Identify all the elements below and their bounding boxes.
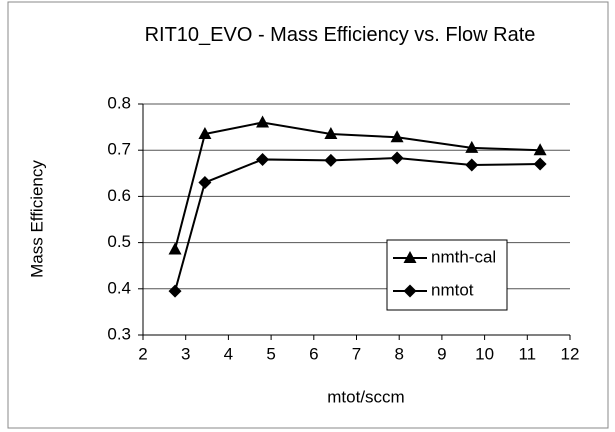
marker	[168, 242, 182, 255]
marker	[465, 158, 479, 172]
marker	[198, 176, 212, 190]
marker	[403, 284, 417, 298]
marker	[256, 152, 270, 166]
y-tick-label: 0.6	[107, 186, 131, 205]
frame	[7, 1, 609, 429]
marker	[533, 143, 547, 156]
x-tick-label: 10	[475, 344, 494, 363]
x-tick-label: 8	[394, 344, 403, 363]
marker	[198, 127, 212, 140]
legend-label: nmth-cal	[431, 247, 496, 266]
legend-label: nmtot	[431, 280, 474, 299]
x-tick-label: 12	[561, 344, 580, 363]
y-axis-label: Mass Efficiency	[27, 160, 46, 278]
y-tick-label: 0.8	[107, 93, 131, 112]
x-tick-label: 7	[352, 344, 361, 363]
legend-box	[386, 239, 508, 311]
y-tick-label: 0.5	[107, 232, 131, 251]
x-tick-label: 6	[309, 344, 318, 363]
x-tick-label: 4	[224, 344, 233, 363]
marker	[403, 251, 417, 263]
x-axis-label: mtot/sccm	[327, 387, 404, 406]
x-tick-label: 11	[518, 344, 536, 363]
marker	[256, 115, 270, 128]
y-tick-label: 0.7	[107, 140, 131, 159]
marker	[324, 127, 338, 140]
marker	[390, 130, 404, 143]
marker	[390, 151, 404, 165]
y-tick-label: 0.4	[107, 278, 131, 297]
x-tick-label: 3	[181, 344, 190, 363]
marker	[168, 284, 182, 298]
x-tick-label: 9	[437, 344, 446, 363]
x-tick-label: 2	[138, 344, 147, 363]
y-tick-label: 0.3	[107, 324, 131, 343]
marker	[533, 157, 547, 171]
chart-title: RIT10_EVO - Mass Efficiency vs. Flow Rat…	[144, 24, 536, 46]
marker	[324, 153, 338, 167]
marker	[465, 140, 479, 153]
x-tick-label: 5	[266, 344, 275, 363]
